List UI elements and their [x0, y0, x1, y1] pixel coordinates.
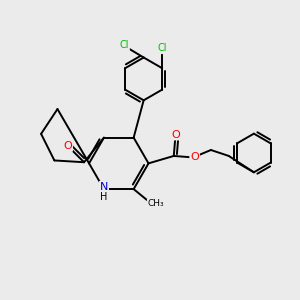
Text: O: O: [190, 152, 199, 162]
Text: N: N: [100, 182, 108, 192]
Text: Cl: Cl: [120, 40, 129, 50]
Text: O: O: [63, 141, 72, 151]
Text: H: H: [100, 192, 108, 203]
Text: O: O: [171, 130, 180, 140]
Text: CH₃: CH₃: [148, 200, 164, 208]
Text: Cl: Cl: [158, 43, 167, 53]
